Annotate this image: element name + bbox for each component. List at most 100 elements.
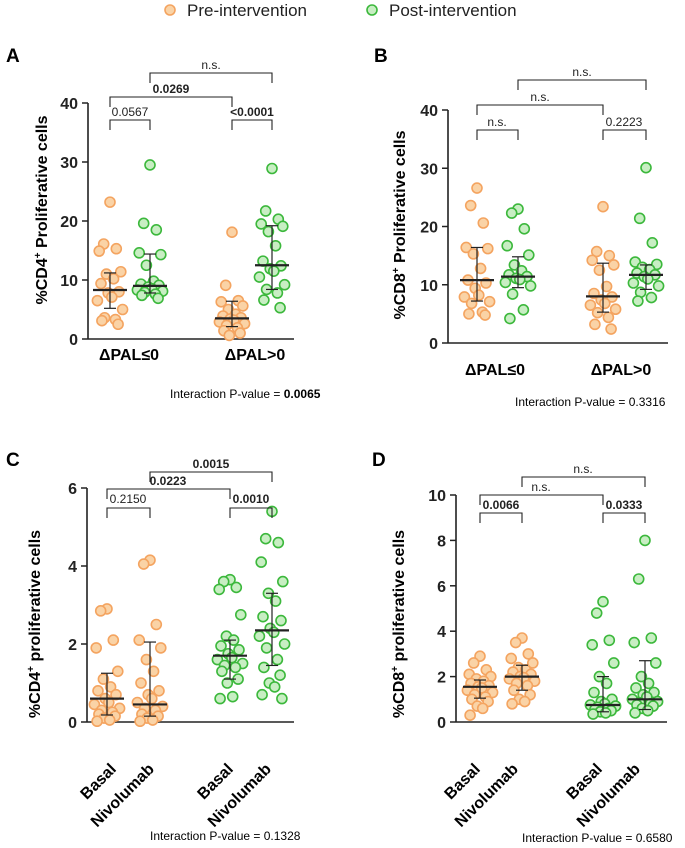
data-point: [221, 677, 234, 689]
data-point: [605, 323, 617, 335]
data-point: [607, 657, 620, 669]
data-point: [481, 242, 494, 255]
y-tick-label: 10: [420, 278, 438, 295]
data-point: [518, 223, 531, 235]
p-value-label: 0.0567: [112, 105, 149, 119]
significance-bracket: [476, 104, 604, 115]
data-point: [267, 265, 280, 277]
data-point: [133, 247, 145, 259]
panel-b: B %CD8+ Proliferative cells ΔPAL≤0 ΔPAL>…: [374, 46, 668, 409]
data-point: [103, 714, 116, 726]
data-point: [107, 273, 120, 285]
p-value-label: n.s.: [573, 462, 592, 476]
data-point: [255, 218, 268, 230]
y-tick-label: 2: [68, 637, 77, 654]
interaction-c: Interaction P-value = 0.1328: [150, 829, 301, 843]
data-point: [140, 653, 153, 666]
x-label-a-2: ΔPAL>0: [225, 347, 286, 364]
y-tick-label: 6: [437, 579, 446, 596]
y-tick-label: 20: [60, 214, 78, 231]
data-point: [269, 595, 282, 607]
data-point: [90, 642, 102, 654]
data-point: [471, 182, 483, 194]
data-point: [517, 303, 530, 316]
data-point: [276, 575, 289, 588]
data-point: [477, 217, 490, 229]
y-tick-label: 30: [60, 155, 78, 172]
significance-bracket: [106, 488, 231, 499]
data-point: [276, 692, 288, 705]
data-point: [104, 196, 116, 208]
interaction-a: Interaction P-value = 0.0065: [170, 387, 321, 401]
data-point: [92, 684, 104, 697]
p-value-label: 0.0015: [193, 457, 230, 471]
x-label-b-1: ΔPAL≤0: [465, 362, 525, 379]
data-point: [464, 199, 477, 212]
data-point: [230, 581, 243, 594]
data-point: [590, 607, 603, 619]
p-value-label: 0.2223: [606, 115, 643, 129]
legend-item-post: Post-intervention: [366, 1, 517, 20]
p-value-label: 0.0269: [153, 82, 190, 96]
data-point: [586, 639, 599, 651]
data-point: [260, 642, 273, 654]
panel-letter-d: D: [372, 450, 386, 471]
p-value-label: 0.0223: [150, 474, 187, 488]
p-value-label: 0.2150: [110, 492, 147, 506]
data-point: [235, 608, 247, 621]
data-point: [599, 707, 612, 719]
y-axis-title-a: %CD4+ Proliferative cells: [33, 115, 51, 304]
data-point: [589, 318, 601, 331]
data-point: [229, 661, 242, 674]
data-point: [274, 301, 286, 314]
data-point: [253, 271, 266, 283]
data-point: [584, 299, 597, 311]
data-point: [259, 532, 272, 545]
significance-bracket: [149, 471, 273, 482]
x-label-a-1: ΔPAL≤0: [99, 347, 159, 364]
data-point: [96, 314, 108, 327]
data-point: [587, 708, 599, 720]
data-point: [146, 692, 158, 705]
data-point: [107, 634, 120, 646]
data-point: [216, 665, 228, 678]
data-point: [144, 159, 156, 171]
data-point: [635, 670, 648, 683]
data-point: [137, 217, 150, 230]
y-axis-title-c: %CD4+ proliferative cells: [26, 530, 44, 718]
data-point: [597, 595, 609, 608]
data-point: [267, 626, 280, 639]
data-point: [91, 715, 103, 728]
data-point: [602, 311, 615, 324]
data-point: [271, 653, 284, 666]
data-point: [600, 677, 613, 690]
data-point: [483, 295, 496, 308]
data-point: [607, 259, 620, 271]
data-point: [146, 714, 159, 726]
data-point: [642, 677, 655, 690]
y-tick-label: 40: [420, 103, 438, 120]
p-value-label: 0.0010: [233, 492, 270, 506]
data-point: [112, 665, 124, 678]
y-tick-label: 0: [437, 715, 446, 732]
data-point: [93, 245, 105, 257]
data-point: [600, 280, 613, 293]
data-point: [505, 652, 518, 665]
data-point: [226, 690, 239, 703]
y-tick-label: 8: [437, 533, 446, 550]
data-point: [588, 686, 600, 699]
data-point: [630, 682, 642, 694]
y-axis-title-b: %CD8+ Proliferative cells: [391, 130, 409, 319]
data-point: [213, 583, 225, 596]
data-point: [262, 225, 275, 238]
data-point: [632, 295, 644, 307]
data-point: [652, 280, 665, 292]
data-point: [150, 224, 163, 236]
significance-bracket: [149, 72, 273, 83]
p-value-label: n.s.: [487, 115, 506, 129]
data-point: [463, 308, 475, 320]
data-point: [214, 692, 226, 705]
data-point: [116, 303, 129, 316]
data-point: [593, 264, 606, 276]
significance-bracket: [231, 119, 273, 130]
